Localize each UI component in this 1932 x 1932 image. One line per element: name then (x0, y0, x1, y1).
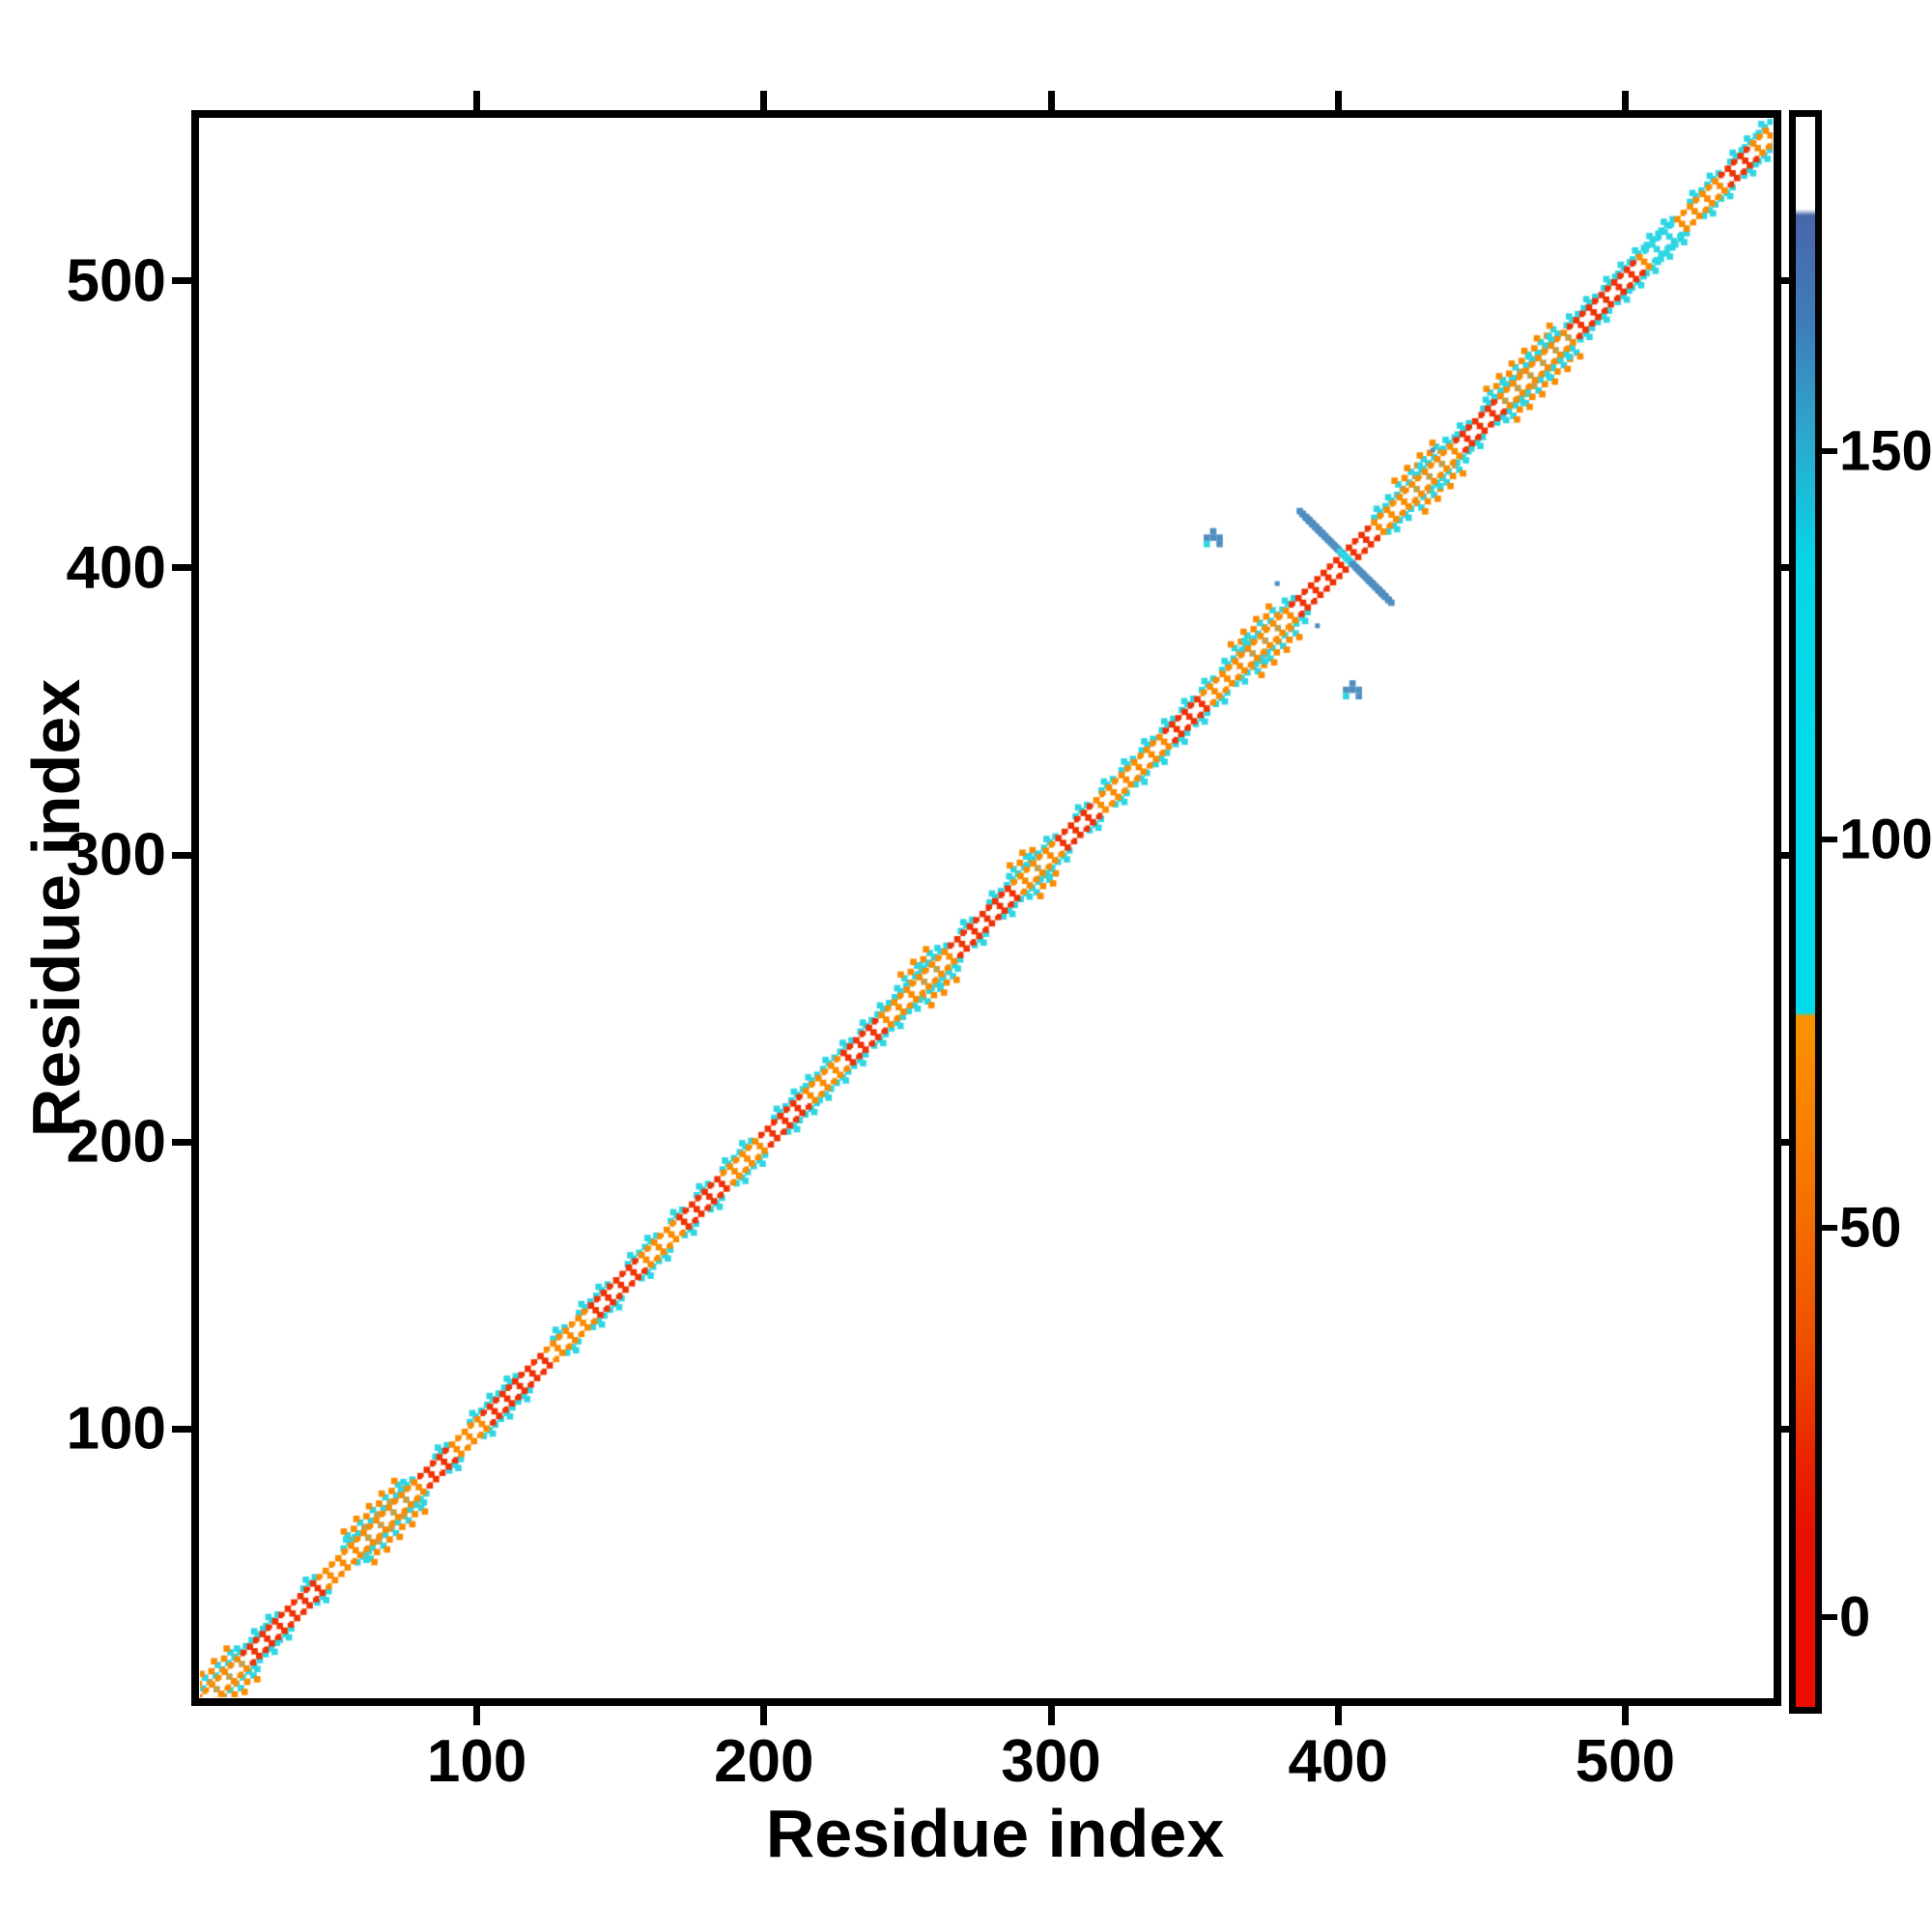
colorbar-tick-mark (1822, 447, 1837, 454)
colorbar-tick-mark (1822, 1225, 1837, 1232)
axis-tick-mark (1621, 91, 1629, 110)
y-tick-label: 100 (66, 1395, 166, 1463)
y-axis-title: Residue index (18, 678, 94, 1138)
axis-tick-mark (1621, 1706, 1629, 1725)
colorbar-tick-label: 50 (1839, 1196, 1902, 1260)
x-tick-label: 300 (1001, 1728, 1101, 1795)
axis-tick-mark (760, 1706, 768, 1725)
colorbar-tick-label: 0 (1839, 1585, 1871, 1649)
plot-frame (191, 110, 1781, 1706)
axis-tick-mark (760, 91, 768, 110)
x-tick-label: 200 (714, 1728, 814, 1795)
axis-tick-mark (172, 1425, 191, 1433)
y-tick-label: 400 (66, 534, 166, 602)
colorbar-tick-mark (1822, 1613, 1837, 1620)
x-tick-label: 500 (1575, 1728, 1676, 1795)
axis-tick-mark (473, 91, 481, 110)
axis-tick-mark (172, 851, 191, 859)
axis-tick-mark (473, 1706, 481, 1725)
colorbar-tick-mark (1822, 837, 1837, 843)
y-tick-label: 500 (66, 247, 166, 315)
axis-tick-mark (172, 1138, 191, 1146)
colorbar-tick-label: 150 (1839, 419, 1932, 483)
axis-tick-mark (172, 564, 191, 572)
x-axis-title: Residue index (765, 1796, 1225, 1871)
axis-tick-mark (1047, 1706, 1055, 1725)
axis-tick-mark (1334, 1706, 1342, 1725)
y-tick-label: 300 (66, 821, 166, 889)
axis-tick-mark (172, 277, 191, 285)
axis-tick-mark (1047, 91, 1055, 110)
x-tick-label: 100 (426, 1728, 527, 1795)
colorbar (1789, 110, 1822, 1714)
axis-tick-mark (1334, 91, 1342, 110)
colorbar-tick-label: 100 (1839, 808, 1932, 871)
x-tick-label: 400 (1288, 1728, 1388, 1795)
y-tick-label: 200 (66, 1108, 166, 1176)
